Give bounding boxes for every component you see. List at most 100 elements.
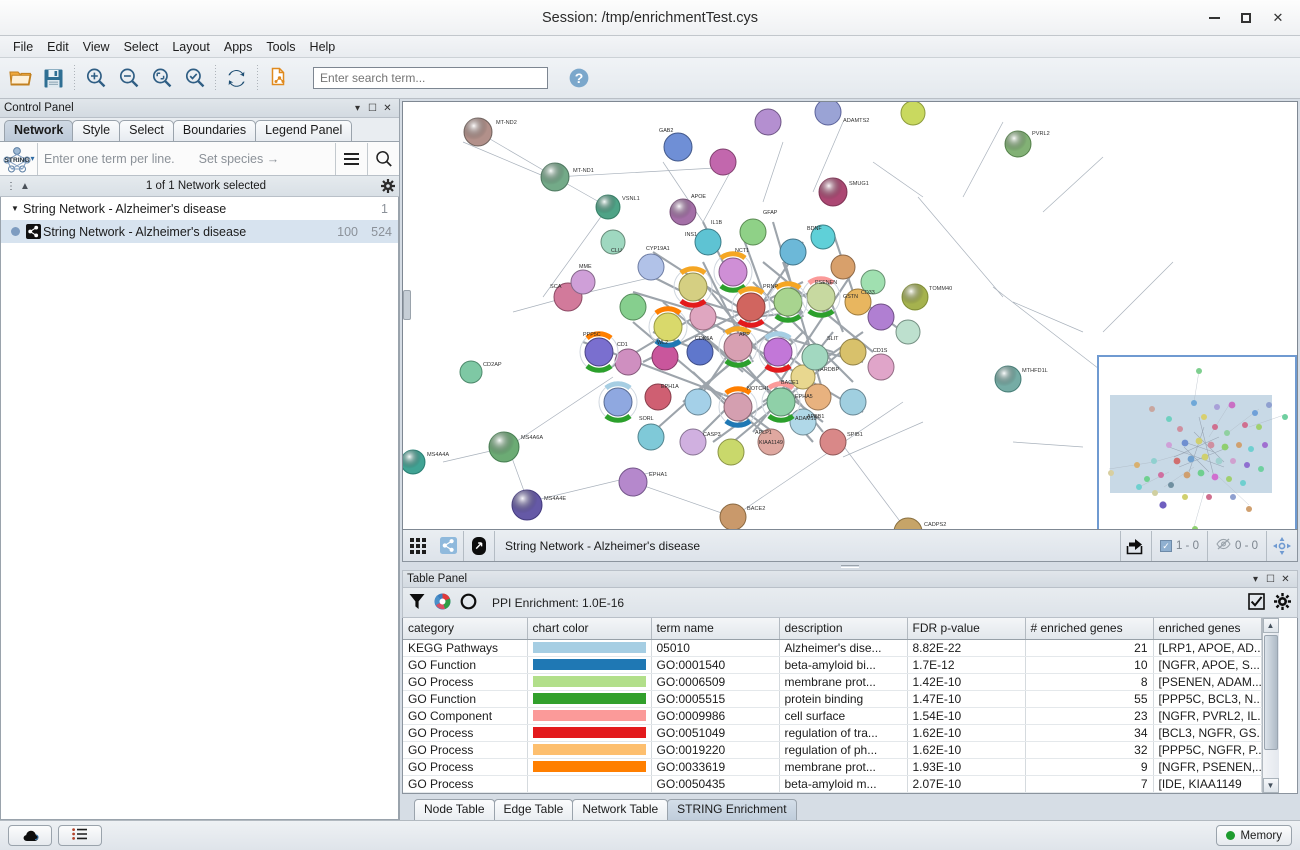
close-panel-icon[interactable]: ✕	[1281, 573, 1290, 585]
tab-boundaries[interactable]: Boundaries	[172, 120, 257, 141]
tab-edge-table[interactable]: Edge Table	[493, 799, 574, 820]
float-panel-icon[interactable]: ☐	[1266, 573, 1275, 585]
hidden-nodes-indicator[interactable]: 0 - 0	[1208, 531, 1266, 561]
column-header-fdr-p-value[interactable]: FDR p-value	[907, 618, 1026, 640]
chevron-down-icon[interactable]: ▾	[30, 154, 35, 163]
close-icon[interactable]: ✕	[1272, 10, 1284, 25]
export-network-icon[interactable]	[262, 62, 295, 95]
table-row[interactable]: GO Function GO:0005515 protein binding 1…	[403, 690, 1262, 708]
zoom-selected-icon[interactable]	[178, 62, 211, 95]
search-input-wrap[interactable]	[313, 67, 548, 89]
scrollbar-thumb[interactable]	[1263, 635, 1278, 750]
zoom-out-icon[interactable]	[112, 62, 145, 95]
donut-icon[interactable]	[460, 593, 477, 613]
settings-gear-icon[interactable]	[1274, 592, 1291, 613]
string-query-input[interactable]: Enter one term per line. Set species →	[38, 152, 335, 166]
table-row[interactable]: GO Process GO:0050435 beta-amyloid m... …	[403, 775, 1262, 793]
column-header-description[interactable]: description	[779, 618, 908, 640]
minimize-icon[interactable]	[1198, 4, 1230, 32]
chevron-down-icon[interactable]: ▼	[11, 204, 19, 213]
expand-all-icon[interactable]: ▲	[20, 180, 30, 192]
column-header-category[interactable]: category	[403, 618, 528, 640]
control-panel-toggle[interactable]	[8, 825, 52, 846]
network-navigator[interactable]	[1097, 355, 1297, 529]
checkbox-icon[interactable]	[1248, 592, 1265, 613]
table-vertical-scrollbar[interactable]: ▲ ▼	[1261, 618, 1279, 793]
menu-file[interactable]: File	[13, 39, 34, 54]
search-input[interactable]	[318, 70, 543, 86]
table-row[interactable]: GO Component GO:0009986 cell surface 1.5…	[403, 707, 1262, 725]
scroll-down-icon[interactable]: ▼	[1262, 778, 1279, 793]
menu-tools[interactable]: Tools	[266, 39, 296, 54]
cell-chart-color	[527, 656, 652, 674]
chevron-down-icon[interactable]: ▾	[354, 102, 361, 114]
tab-string-enrichment[interactable]: STRING Enrichment	[667, 799, 797, 820]
settings-gear-icon[interactable]	[380, 179, 395, 194]
scroll-up-icon[interactable]: ▲	[1262, 618, 1279, 633]
table-row[interactable]: GO Process GO:0019220 regulation of ph..…	[403, 741, 1262, 759]
network-tree-group-row[interactable]: ▼ String Network - Alzheimer's disease 1	[1, 197, 398, 220]
set-species-link[interactable]: Set species →	[198, 151, 280, 166]
float-panel-icon[interactable]: ☐	[368, 102, 377, 114]
open-folder-icon[interactable]	[4, 62, 37, 95]
table-row[interactable]: GO Process GO:0033619 membrane prot... 1…	[403, 758, 1262, 776]
table-panel-toggle[interactable]	[58, 825, 102, 846]
svg-text:APOE: APOE	[691, 194, 706, 200]
chart-color-icon[interactable]	[434, 593, 451, 613]
network-tree-item[interactable]: String Network - Alzheimer's disease 100…	[1, 220, 398, 243]
column-header-term-name[interactable]: term name	[651, 618, 780, 640]
string-logo-icon[interactable]: STRING ▾	[0, 142, 38, 175]
search-icon[interactable]	[367, 142, 399, 175]
network-canvas[interactable]: MT-ND2 MT-ND1 VSNL1 MS4A4A MS4A6A MS4A4E…	[402, 101, 1298, 530]
tab-network-table[interactable]: Network Table	[572, 799, 669, 820]
tab-network[interactable]: Network	[4, 120, 74, 141]
enrichment-table-area[interactable]: category chart color term name descripti…	[402, 618, 1298, 794]
selected-nodes-count: 1 - 0	[1175, 539, 1199, 552]
share-network-icon[interactable]	[433, 531, 463, 561]
column-header-chart-color[interactable]: chart color	[527, 618, 652, 640]
horizontal-splitter[interactable]	[400, 562, 1300, 570]
zoom-fit-icon[interactable]	[145, 62, 178, 95]
refresh-icon[interactable]	[220, 62, 253, 95]
checkbox-icon: ✓	[1159, 539, 1172, 552]
color-swatch	[532, 693, 646, 705]
tab-legend-panel[interactable]: Legend Panel	[255, 120, 353, 141]
zoom-in-icon[interactable]	[79, 62, 112, 95]
column-header-enriched-genes[interactable]: enriched genes	[1153, 618, 1262, 640]
table-row[interactable]: GO Process GO:0051049 regulation of tra.…	[403, 724, 1262, 742]
close-panel-icon[interactable]: ✕	[383, 102, 392, 114]
tab-select[interactable]: Select	[119, 120, 174, 141]
fit-content-icon[interactable]	[1267, 531, 1297, 561]
column-header-enriched-count[interactable]: # enriched genes	[1025, 618, 1154, 640]
cell-fdr: 1.62E-10	[907, 724, 1026, 742]
menu-view[interactable]: View	[82, 39, 110, 54]
network-graph[interactable]: MT-ND2 MT-ND1 VSNL1 MS4A4A MS4A6A MS4A4E…	[403, 102, 1289, 530]
export-image-icon[interactable]	[1121, 531, 1151, 561]
menu-select[interactable]: Select	[123, 39, 159, 54]
tab-style[interactable]: Style	[72, 120, 121, 141]
menu-edit[interactable]: Edit	[47, 39, 69, 54]
graph-nodes: MT-ND2 MT-ND1 VSNL1 MS4A4A MS4A6A MS4A4E…	[403, 102, 1050, 529]
menu-apps[interactable]: Apps	[223, 39, 253, 54]
table-row[interactable]: KEGG Pathways 05010 Alzheimer's dise... …	[403, 639, 1262, 657]
collapse-all-icon[interactable]: ⋮	[6, 180, 16, 192]
filter-icon[interactable]	[409, 593, 425, 613]
table-row[interactable]: GO Function GO:0001540 beta-amyloid bi..…	[403, 656, 1262, 674]
help-icon[interactable]: ?	[562, 62, 595, 95]
maximize-icon[interactable]	[1230, 4, 1262, 32]
network-view-toolbar: String Network - Alzheimer's disease ✓ 1…	[402, 530, 1298, 562]
memory-status-button[interactable]: Memory	[1216, 825, 1292, 846]
save-icon[interactable]	[37, 62, 70, 95]
canvas-scroll-handle[interactable]	[403, 290, 411, 320]
hamburger-icon[interactable]	[335, 142, 367, 175]
tab-node-table[interactable]: Node Table	[414, 799, 495, 820]
annotation-icon[interactable]	[464, 531, 494, 561]
grid-layout-icon[interactable]	[403, 531, 433, 561]
svg-text:GAB2: GAB2	[659, 128, 673, 134]
color-swatch	[532, 676, 646, 688]
menu-layout[interactable]: Layout	[172, 39, 210, 54]
selected-nodes-indicator[interactable]: ✓ 1 - 0	[1152, 531, 1207, 561]
menu-help[interactable]: Help	[309, 39, 336, 54]
table-row[interactable]: GO Process GO:0006509 membrane prot... 1…	[403, 673, 1262, 691]
chevron-down-icon[interactable]: ▾	[1252, 573, 1259, 585]
